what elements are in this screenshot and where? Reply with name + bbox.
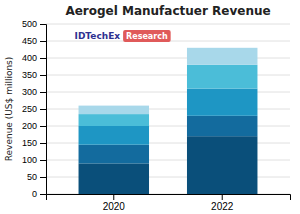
y-tick: 500 [22,19,46,29]
y-tick-mark [40,75,46,76]
bar-segment [187,116,257,136]
y-axis-title: Revenue (US$ millions) [4,57,14,162]
y-tick-mark [40,143,46,144]
y-tick-label: 0 [32,189,37,199]
y-tick: 0 [32,189,46,199]
y-tick-label: 500 [22,19,37,29]
chart: 0 50 100 150 200 250 300 350 400 450 500 2020 2022 ID… [0,0,300,214]
y-tick-mark [40,109,46,110]
y-tick-label: 350 [22,70,37,80]
y-tick-label: 100 [22,155,37,165]
y-tick-mark [40,160,46,161]
y-tick: 450 [22,36,46,46]
bars [79,48,258,194]
series [79,65,258,126]
y-tick: 50 [27,172,46,182]
watermark-sub: Research [126,32,168,41]
x-axis: 2020 2022 [47,194,291,212]
y-tick-mark [40,58,46,59]
bar-segment [79,106,149,115]
x-tick-mark [113,194,114,200]
x-tick-mark [222,194,223,200]
bar-segment [187,89,257,116]
series [79,89,258,145]
x-tick-label: 2020 [103,201,126,212]
y-tick-label: 150 [22,138,37,148]
y-tick: 200 [22,121,46,131]
watermark-text: IDTechEx [75,31,121,41]
series [79,48,258,114]
y-axis: 0 50 100 150 200 250 300 350 400 450 500 [22,19,47,199]
y-tick-label: 300 [22,87,37,97]
bar-segment [187,48,257,65]
y-tick: 150 [22,138,46,148]
title: Aerogel Manufactuer Revenue [65,4,270,18]
y-tick-mark [40,92,46,93]
y-tick: 350 [22,70,46,80]
y-tick: 100 [22,155,46,165]
x-tick-label: 2022 [211,201,234,212]
bar-segment [79,114,149,126]
y-tick-label: 400 [22,53,37,63]
bar-segment [187,136,257,194]
y-tick-mark [40,41,46,42]
watermark-badge [123,30,171,42]
plot: 0 50 100 150 200 250 300 350 400 450 500 2020 2022 ID… [22,19,291,212]
x-axis-line [47,195,291,201]
y-tick-label: 200 [22,121,37,131]
grid-line [46,24,290,25]
y-tick: 300 [22,87,46,97]
x-tick: 2022 [211,194,234,212]
y-axis-line [40,25,47,195]
y-tick-mark [40,126,46,127]
y-tick-label: 250 [22,104,37,114]
y-tick: 400 [22,53,46,63]
y-tick-label: 50 [27,172,37,182]
x-tick: 2020 [103,194,126,212]
y-tick: 250 [22,104,46,114]
grid [46,24,290,194]
bar-segment [79,163,149,194]
y-tick-mark [40,24,46,25]
y-tick-mark [40,194,46,195]
bar-segment [79,145,149,164]
watermark: IDTechEx Research [75,30,171,42]
y-tick-label: 450 [22,36,37,46]
bar-segment [79,126,149,145]
y-tick-mark [40,177,46,178]
series [79,136,258,194]
bar-segment [187,65,257,89]
